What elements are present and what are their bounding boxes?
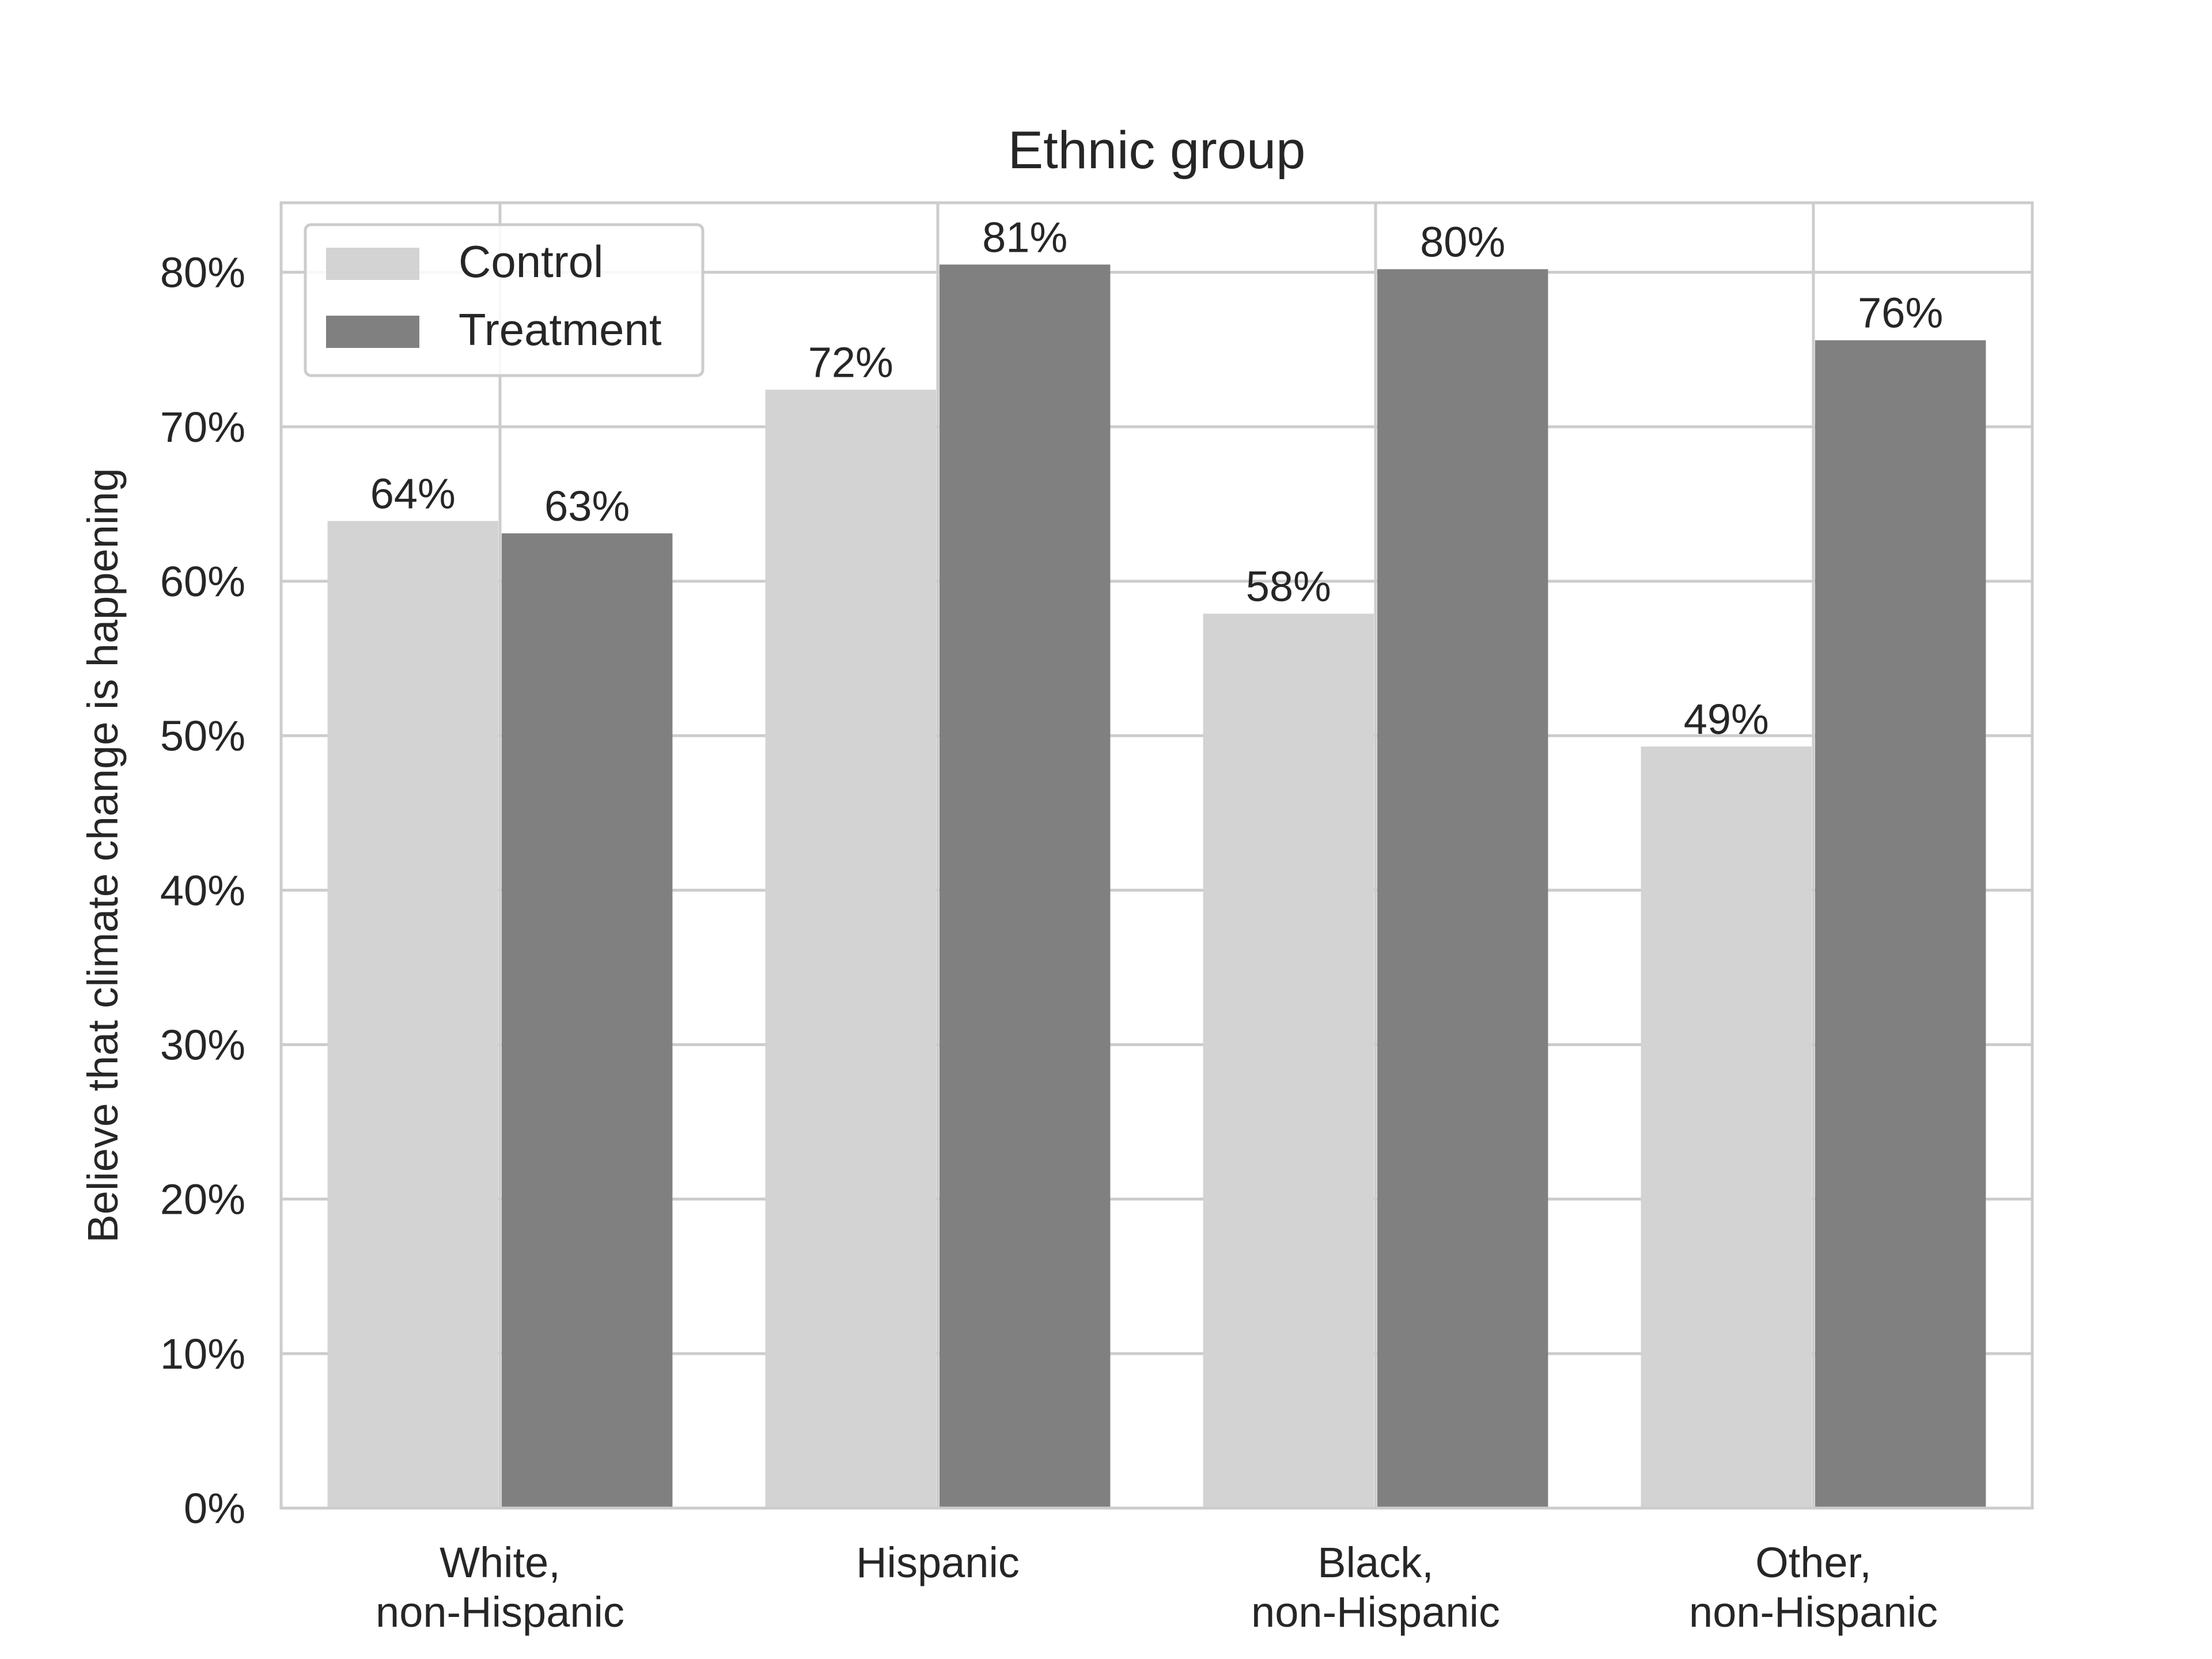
value-label: 63% <box>544 482 630 530</box>
value-label: 49% <box>1684 695 1769 743</box>
y-tick-label: 50% <box>160 712 245 760</box>
y-tick-label: 80% <box>160 249 245 297</box>
y-tick-label: 30% <box>160 1021 245 1069</box>
x-axis-categories: White, non-Hispanic Hispanic Black, non-Hisp… <box>376 1539 1938 1636</box>
value-label: 72% <box>808 338 893 386</box>
legend: Control Treatment <box>304 223 704 377</box>
value-label: 58% <box>1246 562 1331 610</box>
y-tick-label: 40% <box>160 866 245 914</box>
y-tick-label: 20% <box>160 1176 245 1224</box>
legend-label-treatment: Treatment <box>459 304 662 355</box>
x-tick-label: White, non-Hispanic <box>376 1539 624 1636</box>
x-tick-label: Hispanic <box>856 1539 1020 1586</box>
chart-title: Ethnic group <box>1008 121 1306 180</box>
bar-treatment <box>1377 269 1548 1508</box>
legend-swatch-treatment <box>326 316 419 348</box>
plot-frame <box>279 201 2034 1510</box>
bar-treatment <box>502 533 673 1509</box>
y-tick-label: 60% <box>160 558 245 605</box>
bar-control <box>1203 613 1374 1508</box>
bar-treatment <box>940 264 1111 1508</box>
value-label: 64% <box>370 469 456 517</box>
bar-treatment <box>1815 340 1986 1508</box>
value-labels: 64% 72% 58% 49% 63% 81% 80% 76% <box>370 213 1944 743</box>
x-tick-label: Other, non-Hispanic <box>1689 1539 1938 1636</box>
y-axis-ticks: 0% 10% 20% 30% 40% 50% 60% 70% 80% <box>160 249 245 1532</box>
y-tick-label: 0% <box>184 1484 245 1532</box>
bars <box>327 264 1986 1509</box>
value-label: 81% <box>982 213 1067 261</box>
y-tick-label: 10% <box>160 1330 245 1378</box>
bar-control <box>327 521 498 1508</box>
bar-control <box>765 389 936 1508</box>
y-tick-label: 70% <box>160 403 245 451</box>
legend-swatch-control <box>326 248 419 280</box>
y-axis-label: Believe that climate change is happening <box>79 468 127 1243</box>
value-label: 80% <box>1420 218 1505 266</box>
x-tick-label: Black, non-Hispanic <box>1251 1539 1500 1636</box>
legend-label-control: Control <box>459 236 603 287</box>
value-label: 76% <box>1858 289 1943 337</box>
bar-control <box>1641 746 1812 1508</box>
